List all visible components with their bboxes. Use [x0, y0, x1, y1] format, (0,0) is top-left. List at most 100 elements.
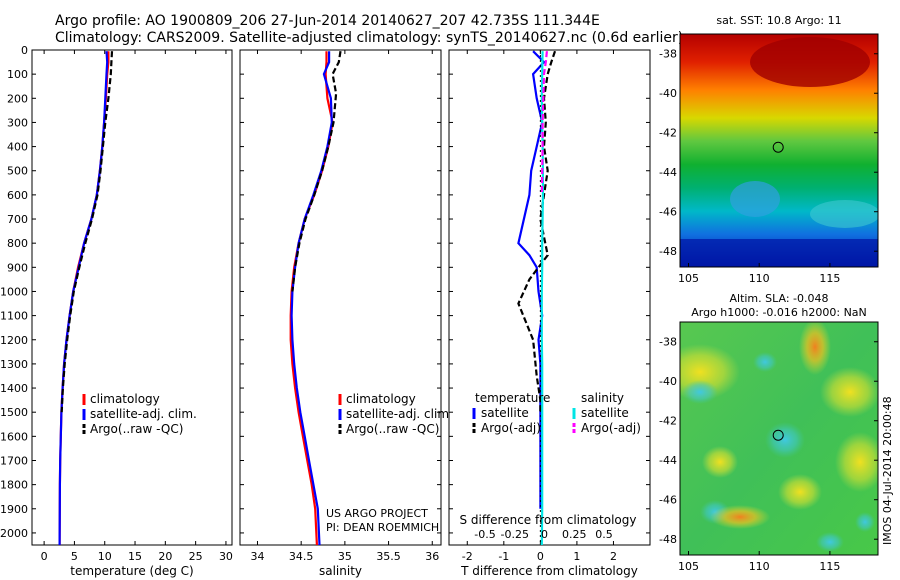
x-tick-label: 1 — [573, 550, 580, 563]
y-tick-label: 1700 — [0, 454, 28, 467]
series-line-2 — [60, 51, 114, 413]
x-tick-label: 10 — [98, 550, 112, 563]
map-y-tick-label: -38 — [659, 48, 677, 61]
y-tick-label: 800 — [7, 237, 28, 250]
y-tick-label: 700 — [7, 213, 28, 226]
x-tick-label: 34.5 — [289, 550, 314, 563]
map-y-tick-label: -42 — [659, 415, 677, 428]
sst-eddy-2 — [810, 200, 878, 228]
y-tick-label: 1000 — [0, 285, 28, 298]
difference-panel: -2 -1 0 1 2T difference from climatology -0.5… — [448, 49, 651, 578]
sla-map-title-2: Argo h1000: -0.016 h2000: NaN — [691, 306, 867, 319]
series-line-2 — [291, 51, 342, 292]
map-x-tick-label: 105 — [678, 272, 699, 285]
y-tick-label: 0 — [21, 44, 28, 57]
sst-map-panel: 105 110 115 -38 -40 -42 -44 -46 -48 sat. SST: 10.… — [659, 14, 879, 285]
map-image — [680, 34, 878, 267]
legend-group-title: temperature — [475, 391, 550, 405]
y-tick-label: 1400 — [0, 382, 28, 395]
sla-feature-3 — [820, 367, 878, 417]
y-tick-label: 200 — [7, 92, 28, 105]
legend-label: satellite — [481, 406, 529, 420]
map-x-tick-label: 110 — [749, 560, 770, 573]
legend-label: Argo(-adj) — [581, 421, 641, 435]
map-x-tick-label: 115 — [819, 560, 840, 573]
sla-feature-10 — [778, 474, 822, 510]
legend-label: satellite-adj. clim. — [346, 407, 453, 421]
legend-label: Argo(..raw -QC) — [346, 422, 439, 436]
x-axis-label: salinity — [319, 564, 362, 578]
map-y-tick-label: -44 — [659, 166, 677, 179]
x-tick-label: 5 — [71, 550, 78, 563]
map-frame — [679, 33, 879, 268]
legend-label: Argo(-adj) — [481, 421, 541, 435]
map-x-tick-label: 115 — [819, 272, 840, 285]
argo-position-marker — [772, 141, 784, 153]
x-tick-label: -1 — [498, 550, 509, 563]
sla-feature-9 — [753, 352, 777, 372]
sla-map-title-1: Altim. SLA: -0.048 — [729, 292, 828, 305]
map-y-tick-label: -38 — [659, 336, 677, 349]
project-label: US ARGO PROJECT — [326, 507, 428, 520]
sla-feature-8 — [835, 432, 878, 492]
x-tick-label: 20 — [158, 550, 172, 563]
x-tick-label: 15 — [128, 550, 142, 563]
top-tick-label: 0 — [541, 528, 548, 541]
sla-feature-6 — [765, 422, 805, 458]
legend-group-title: salinity — [581, 391, 624, 405]
y-tick-label: 1200 — [0, 334, 28, 347]
sst-warm-core — [750, 37, 870, 87]
sla-feature-11 — [855, 512, 875, 532]
top-tick-label: 0.25 — [562, 528, 587, 541]
figure-title-line1: Argo profile: AO 1900809_206 27-Jun-2014… — [55, 13, 600, 29]
legend-label: climatology — [90, 392, 160, 406]
y-tick-label: 1800 — [0, 479, 28, 492]
argo-position-marker — [772, 429, 784, 441]
plot-frame — [239, 49, 442, 546]
x-axis-label: T difference from climatology — [460, 564, 638, 578]
y-tick-label: 300 — [7, 116, 28, 129]
y-tick-label: 1500 — [0, 406, 28, 419]
sst-map-title: sat. SST: 10.8 Argo: 11 — [716, 14, 841, 27]
sla-feature-12 — [702, 446, 738, 478]
y-tick-label: 100 — [7, 68, 28, 81]
figure-title-line2: Climatology: CARS2009. Satellite-adjuste… — [55, 30, 683, 46]
top-axis-label: S difference from climatology — [460, 513, 637, 527]
salinity-panel: 34 34.5 35 35.5 36 salinity climatologysatelli… — [239, 49, 453, 578]
x-tick-label: -2 — [462, 550, 473, 563]
map-image — [680, 322, 878, 555]
plot-frame — [448, 49, 651, 546]
map-y-tick-label: -42 — [659, 127, 677, 140]
x-tick-label: 34 — [250, 550, 264, 563]
legend-label: satellite-adj. clim. — [90, 407, 197, 421]
sla-feature-5 — [710, 505, 770, 529]
y-tick-label: 500 — [7, 165, 28, 178]
y-tick-label: 600 — [7, 189, 28, 202]
sla-map-panel: 105 110 115 -38 -40 -42 -44 -46 -48 Altim. SLA: -… — [659, 292, 879, 573]
x-tick-label: 25 — [189, 550, 203, 563]
map-y-tick-label: -40 — [659, 375, 677, 388]
map-y-tick-label: -44 — [659, 454, 677, 467]
map-y-tick-label: -46 — [659, 494, 677, 507]
sst-eddy — [730, 181, 780, 217]
map-y-tick-label: -48 — [659, 533, 677, 546]
x-tick-label: 0 — [537, 550, 544, 563]
map-y-tick-label: -46 — [659, 206, 677, 219]
y-tick-label: 1300 — [0, 358, 28, 371]
y-tick-label: 1600 — [0, 430, 28, 443]
x-tick-label: 36 — [425, 550, 439, 563]
legend-label: Argo(..raw -QC) — [90, 422, 183, 436]
temperature-panel: 0 5 10 15 20 25 300100200300400500600700800900… — [0, 44, 233, 578]
y-tick-label: 2000 — [0, 527, 28, 540]
sla-feature-2 — [799, 322, 831, 375]
x-tick-label: 35 — [338, 550, 352, 563]
imos-stamp: IMOS 04-Jul-2014 20:00:48 — [881, 396, 894, 545]
y-tick-label: 1100 — [0, 310, 28, 323]
map-frame — [679, 321, 879, 556]
plot-frame — [31, 49, 233, 546]
top-tick-label: -0.5 — [474, 528, 495, 541]
y-tick-label: 400 — [7, 141, 28, 154]
x-tick-label: 0 — [41, 550, 48, 563]
legend-label: climatology — [346, 392, 416, 406]
